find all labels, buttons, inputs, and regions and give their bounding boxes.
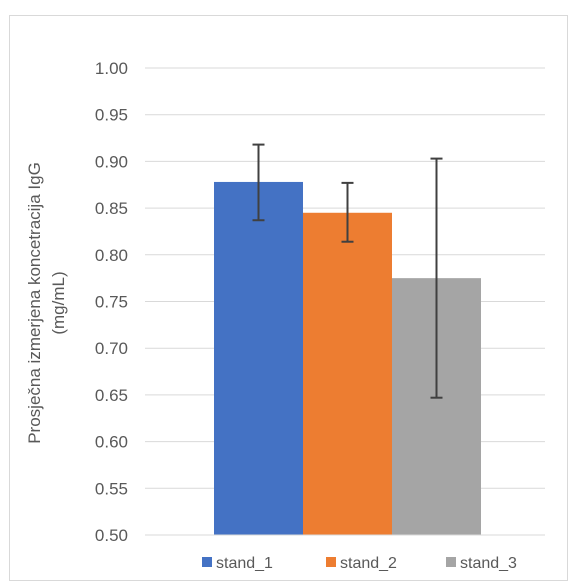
legend-label-stand_3: stand_3: [460, 555, 517, 572]
legend-label-stand_1: stand_1: [216, 555, 273, 572]
legend-swatch-stand_3: [446, 557, 456, 567]
bar-stand_2: [303, 212, 392, 535]
y-tick-label: 0.90: [95, 152, 128, 171]
y-tick-label: 0.70: [95, 339, 128, 358]
y-tick-label: 0.75: [95, 293, 128, 312]
y-tick-labels: 0.50 0.55 0.60 0.65 0.70 0.75 0.80 0.85 0.90 0.95…: [95, 59, 128, 545]
y-tick-label: 0.95: [95, 106, 128, 125]
y-tick-label: 0.60: [95, 433, 128, 452]
y-tick-label: 0.80: [95, 246, 128, 265]
error-bars: [252, 143, 443, 399]
legend-swatch-stand_2: [326, 557, 336, 567]
y-tick-label: 0.55: [95, 479, 128, 498]
bar-stand_1: [214, 181, 303, 535]
y-tick-label: 0.65: [95, 386, 128, 405]
y-axis-label-line-2: (mg/mL): [49, 271, 68, 334]
y-tick-label: 1.00: [95, 59, 128, 78]
legend-swatch-stand_1: [202, 557, 212, 567]
y-tick-label: 0.50: [95, 526, 128, 545]
legend-label-stand_2: stand_2: [340, 555, 397, 572]
legend: stand_1 stand_2 stand_3: [202, 555, 517, 572]
y-axis-label-line-1: Prosječna izmerjena koncetracija IgG: [25, 162, 44, 444]
y-tick-label: 0.85: [95, 199, 128, 218]
